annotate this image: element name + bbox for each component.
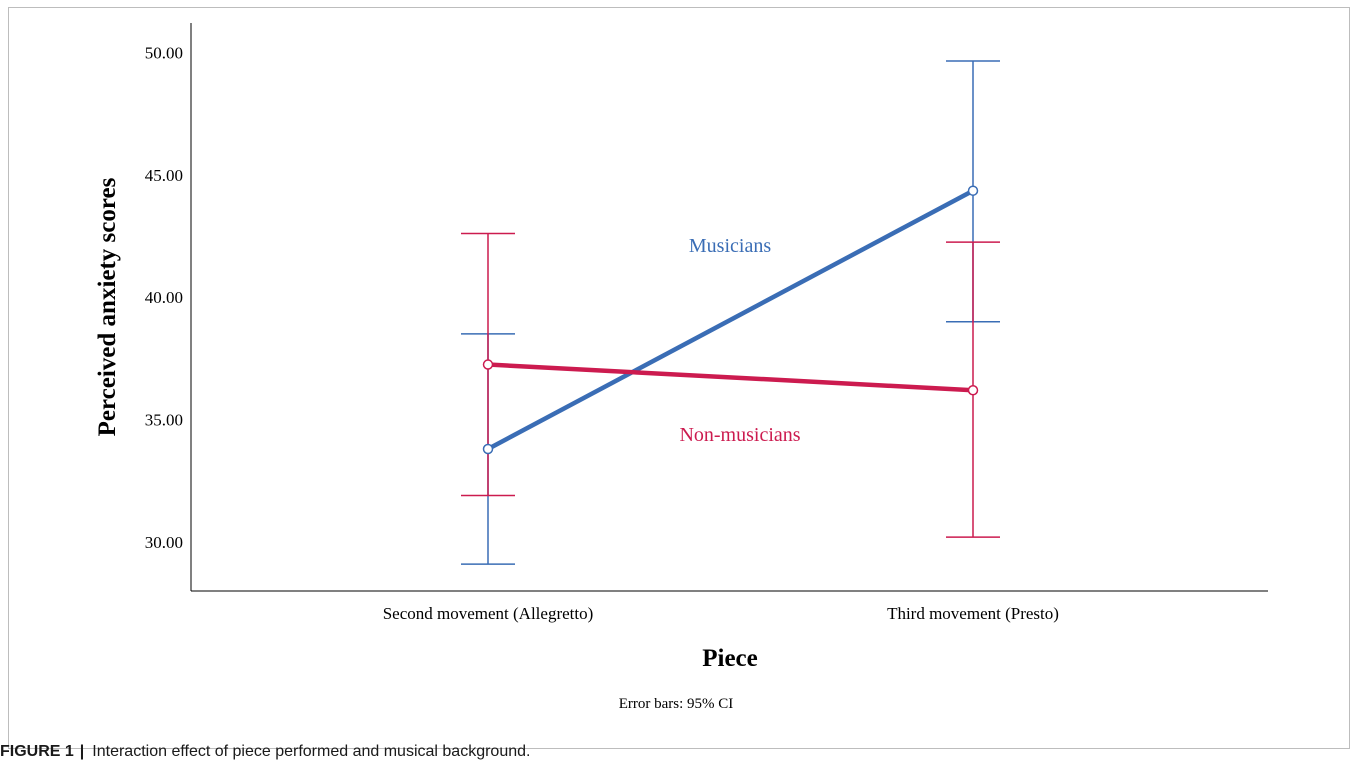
data-point-non-musicians <box>482 359 494 370</box>
x-tick-label: Second movement (Allegretto) <box>383 604 594 623</box>
caption-text: Interaction effect of piece performed an… <box>92 743 531 760</box>
series-line-musicians <box>486 188 975 451</box>
y-tick-label: 40.00 <box>145 288 183 307</box>
figure-caption: FIGURE 1 | Interaction effect of piece per… <box>0 743 1357 761</box>
error-bars <box>461 60 1000 565</box>
caption-separator: | <box>79 743 85 760</box>
data-point-musicians <box>967 185 979 196</box>
data-point-non-musicians <box>967 384 979 396</box>
error-bars-note: Error bars: 95% CI <box>619 696 734 712</box>
y-tick-label: 50.00 <box>145 43 183 62</box>
series-line-non-musicians <box>487 362 974 393</box>
figure-frame <box>8 7 1350 749</box>
series-points <box>482 185 979 455</box>
x-axis-title: Piece <box>702 645 758 672</box>
y-tick-label: 30.00 <box>145 533 183 552</box>
x-tick-label: Third movement (Presto) <box>887 604 1059 623</box>
y-tick-labels: 50.00 45.00 40.00 35.00 30.00 <box>145 43 183 552</box>
axes <box>190 23 1268 592</box>
series-lines <box>486 188 975 451</box>
caption-label: FIGURE 1 <box>0 743 74 760</box>
y-tick-label: 35.00 <box>145 411 183 430</box>
series-label-musicians: Musicians <box>689 235 771 257</box>
x-tick-labels: Second movement (Allegretto) Third moveme… <box>383 604 1059 623</box>
series-label-non-musicians: Non-musicians <box>679 424 800 446</box>
y-tick-label: 45.00 <box>145 166 183 185</box>
data-point-musicians <box>482 443 494 455</box>
y-axis-title: Perceived anxiety scores <box>94 177 121 436</box>
